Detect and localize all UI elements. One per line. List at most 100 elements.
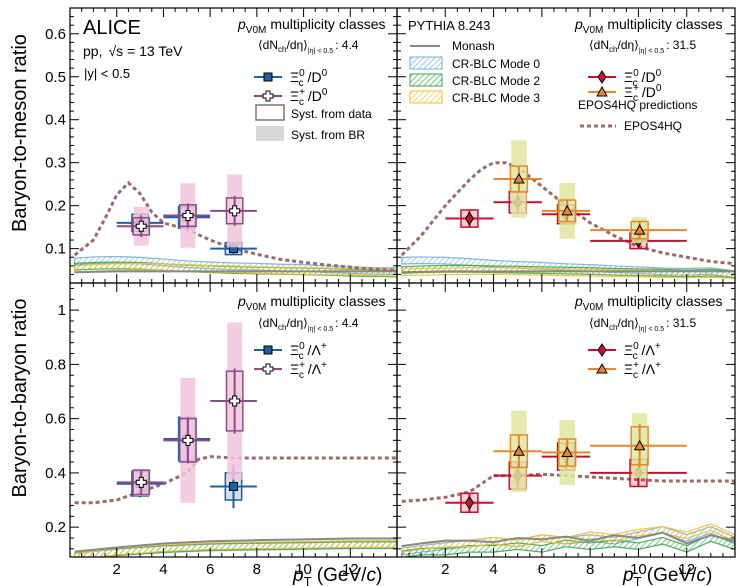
top-left-annotations: ALICE pp, √s = 13 TeV |y| < 0.5 pV0M multi…	[83, 16, 386, 142]
legend-part-4: +	[655, 341, 661, 352]
ytick-label-bottom-left: 0.2	[45, 519, 66, 536]
epos-line-bottom-right	[401, 472, 735, 503]
y-axis-label-top: Baryon-to-meson ratio	[9, 34, 31, 232]
legend-part-1: +	[299, 360, 305, 371]
marker-top-left-1-1	[182, 210, 194, 222]
x-axis-label-right: pT (GeV/c)	[622, 565, 712, 586]
legend-marker-bottom-left-0	[263, 345, 273, 355]
legend-part-1: 0	[299, 341, 305, 352]
ytick-label-top-left: 0.4	[45, 112, 66, 129]
x-axis-close-r: )	[706, 565, 712, 586]
legend-part-0: Ξ	[624, 84, 633, 100]
marker-bottom-left-1-0	[135, 476, 147, 488]
marker-top-left-1-2	[229, 205, 241, 217]
legend-label-top-left-0: Ξ0 c /D0	[290, 68, 328, 89]
legend-part-2: c	[299, 351, 304, 362]
legend-part-2: c	[299, 78, 304, 89]
marker-bottom-left-1-1	[182, 434, 194, 446]
xtick-label-bottom-left: 8	[253, 561, 261, 578]
x-axis-sub: T	[304, 574, 312, 586]
tr-mult-b: /dη⟩	[617, 38, 638, 52]
legend-marker-bottom-left-1	[262, 363, 274, 375]
xtick-label-bottom-right: 12	[678, 561, 695, 578]
br-mult-sub: ch	[609, 323, 617, 332]
legend-part-4: 0	[322, 68, 328, 79]
bl-mult-sub2: |η| < 0.5	[308, 326, 333, 333]
marker-bottom-left-0-2	[229, 481, 238, 491]
legend-part-1: 0	[299, 68, 305, 79]
monash-line-bottom-right	[401, 531, 735, 548]
xtick-label-bottom-right: 8	[586, 561, 594, 578]
top-right-annotations: PYTHIA 8.243 pV0M multiplicity classes ⟨d…	[408, 16, 723, 133]
bl-mult: ⟨dNch/dη⟩|η| < 0.5: 4.4	[258, 316, 359, 333]
system-label: pp, √s = 13 TeV	[83, 43, 183, 59]
legend-marker-bottom-right-1	[596, 362, 608, 374]
tr-class-title: pV0M multiplicity classes	[574, 16, 723, 36]
monash-line-top-left	[74, 270, 397, 274]
monash-line-bottom-left	[74, 537, 397, 553]
tl-mult-val: : 4.4	[335, 38, 359, 52]
syst-data-label: Syst. from data	[291, 107, 372, 121]
legend-part-1: 0	[633, 341, 639, 352]
mode0-swatch	[409, 56, 443, 70]
bottom-right-annotations: pV0M multiplicity classes ⟨dNch/dη⟩|η| < …	[574, 293, 723, 333]
tr-mult-sub2: |η| < 0.5	[639, 48, 664, 55]
x-axis-c-r: c	[696, 565, 706, 586]
tr-mult-a: ⟨dN	[589, 38, 609, 52]
plot-area-bottom-left	[74, 322, 397, 557]
xtick-label-bottom-left: 6	[206, 561, 214, 578]
legend-marker-top-right-0	[597, 70, 607, 84]
tr-mult-sub: ch	[609, 45, 617, 54]
xtick-label-bottom-right: 10	[630, 561, 647, 578]
x-axis-close: )	[376, 565, 382, 586]
legend-marker-top-right-1	[596, 85, 608, 97]
legend-part-4: +	[655, 360, 661, 371]
tl-class-title: pV0M multiplicity classes	[237, 16, 386, 36]
legend-part-3: /Λ	[638, 342, 656, 358]
alice-label: ALICE	[83, 17, 141, 39]
ytick-label-bottom-left: 1	[58, 302, 66, 319]
legend-marker-top-left-1	[262, 90, 274, 102]
xtick-label-bottom-right: 6	[538, 561, 546, 578]
x-axis-label-left: pT (GeV/c)	[292, 565, 382, 586]
br-title: multiplicity classes	[607, 293, 722, 309]
legend-part-1: +	[633, 360, 639, 371]
legend-label-bottom-right-1: Ξ+ c /Λ+	[624, 360, 661, 381]
legend-part-1: +	[299, 87, 305, 98]
mode3-label: CR-BLC Mode 3	[452, 91, 540, 105]
marker-bottom-right-1-1	[561, 446, 574, 458]
legend-part-3: /D	[304, 69, 322, 85]
x-axis-unit-r: (GeV/	[642, 565, 698, 586]
legend-part-0: Ξ	[290, 361, 299, 377]
br-sub: V0M	[583, 302, 604, 313]
ytick-label-bottom-left: 0.6	[45, 411, 66, 428]
plot-area-top-right	[400, 140, 735, 280]
bl-pvar: p	[237, 293, 246, 309]
legend-part-0: Ξ	[290, 69, 299, 85]
br-mult-b: /dη⟩	[617, 316, 638, 330]
marker-top-right-1-0	[513, 172, 525, 184]
legend-marker-top-left-0	[263, 72, 273, 82]
legend-part-0: Ξ	[290, 342, 299, 358]
marker-top-left-1-0	[135, 220, 147, 232]
legend-part-3: /Λ	[304, 361, 322, 377]
tl-mult-sub: ch	[278, 45, 286, 54]
br-mult-val: : 31.5	[666, 316, 696, 330]
x-axis-p-r: p	[622, 565, 634, 586]
xtick-label-bottom-right: 4	[489, 561, 497, 578]
ytick-label-top-left: 0.2	[45, 198, 66, 215]
epos-line-top-left	[73, 180, 397, 272]
x-axis-c: c	[366, 565, 376, 586]
xtick-label-bottom-left: 12	[342, 561, 359, 578]
marker-top-right-1-2	[633, 224, 646, 235]
mode3-swatch	[409, 90, 443, 104]
ytick-label-top-left: 0.1	[45, 241, 66, 258]
legend-marker-bottom-right-0	[597, 343, 607, 357]
br-mult-a: ⟨dN	[589, 316, 609, 330]
marker-bottom-right-1-2	[633, 439, 646, 451]
legend-part-3: /Λ	[638, 361, 656, 377]
tl-sub: V0M	[246, 25, 267, 36]
x-axis-unit: (GeV/	[312, 565, 368, 586]
tl-title: multiplicity classes	[270, 16, 385, 32]
bl-mult-sub: ch	[278, 323, 286, 332]
